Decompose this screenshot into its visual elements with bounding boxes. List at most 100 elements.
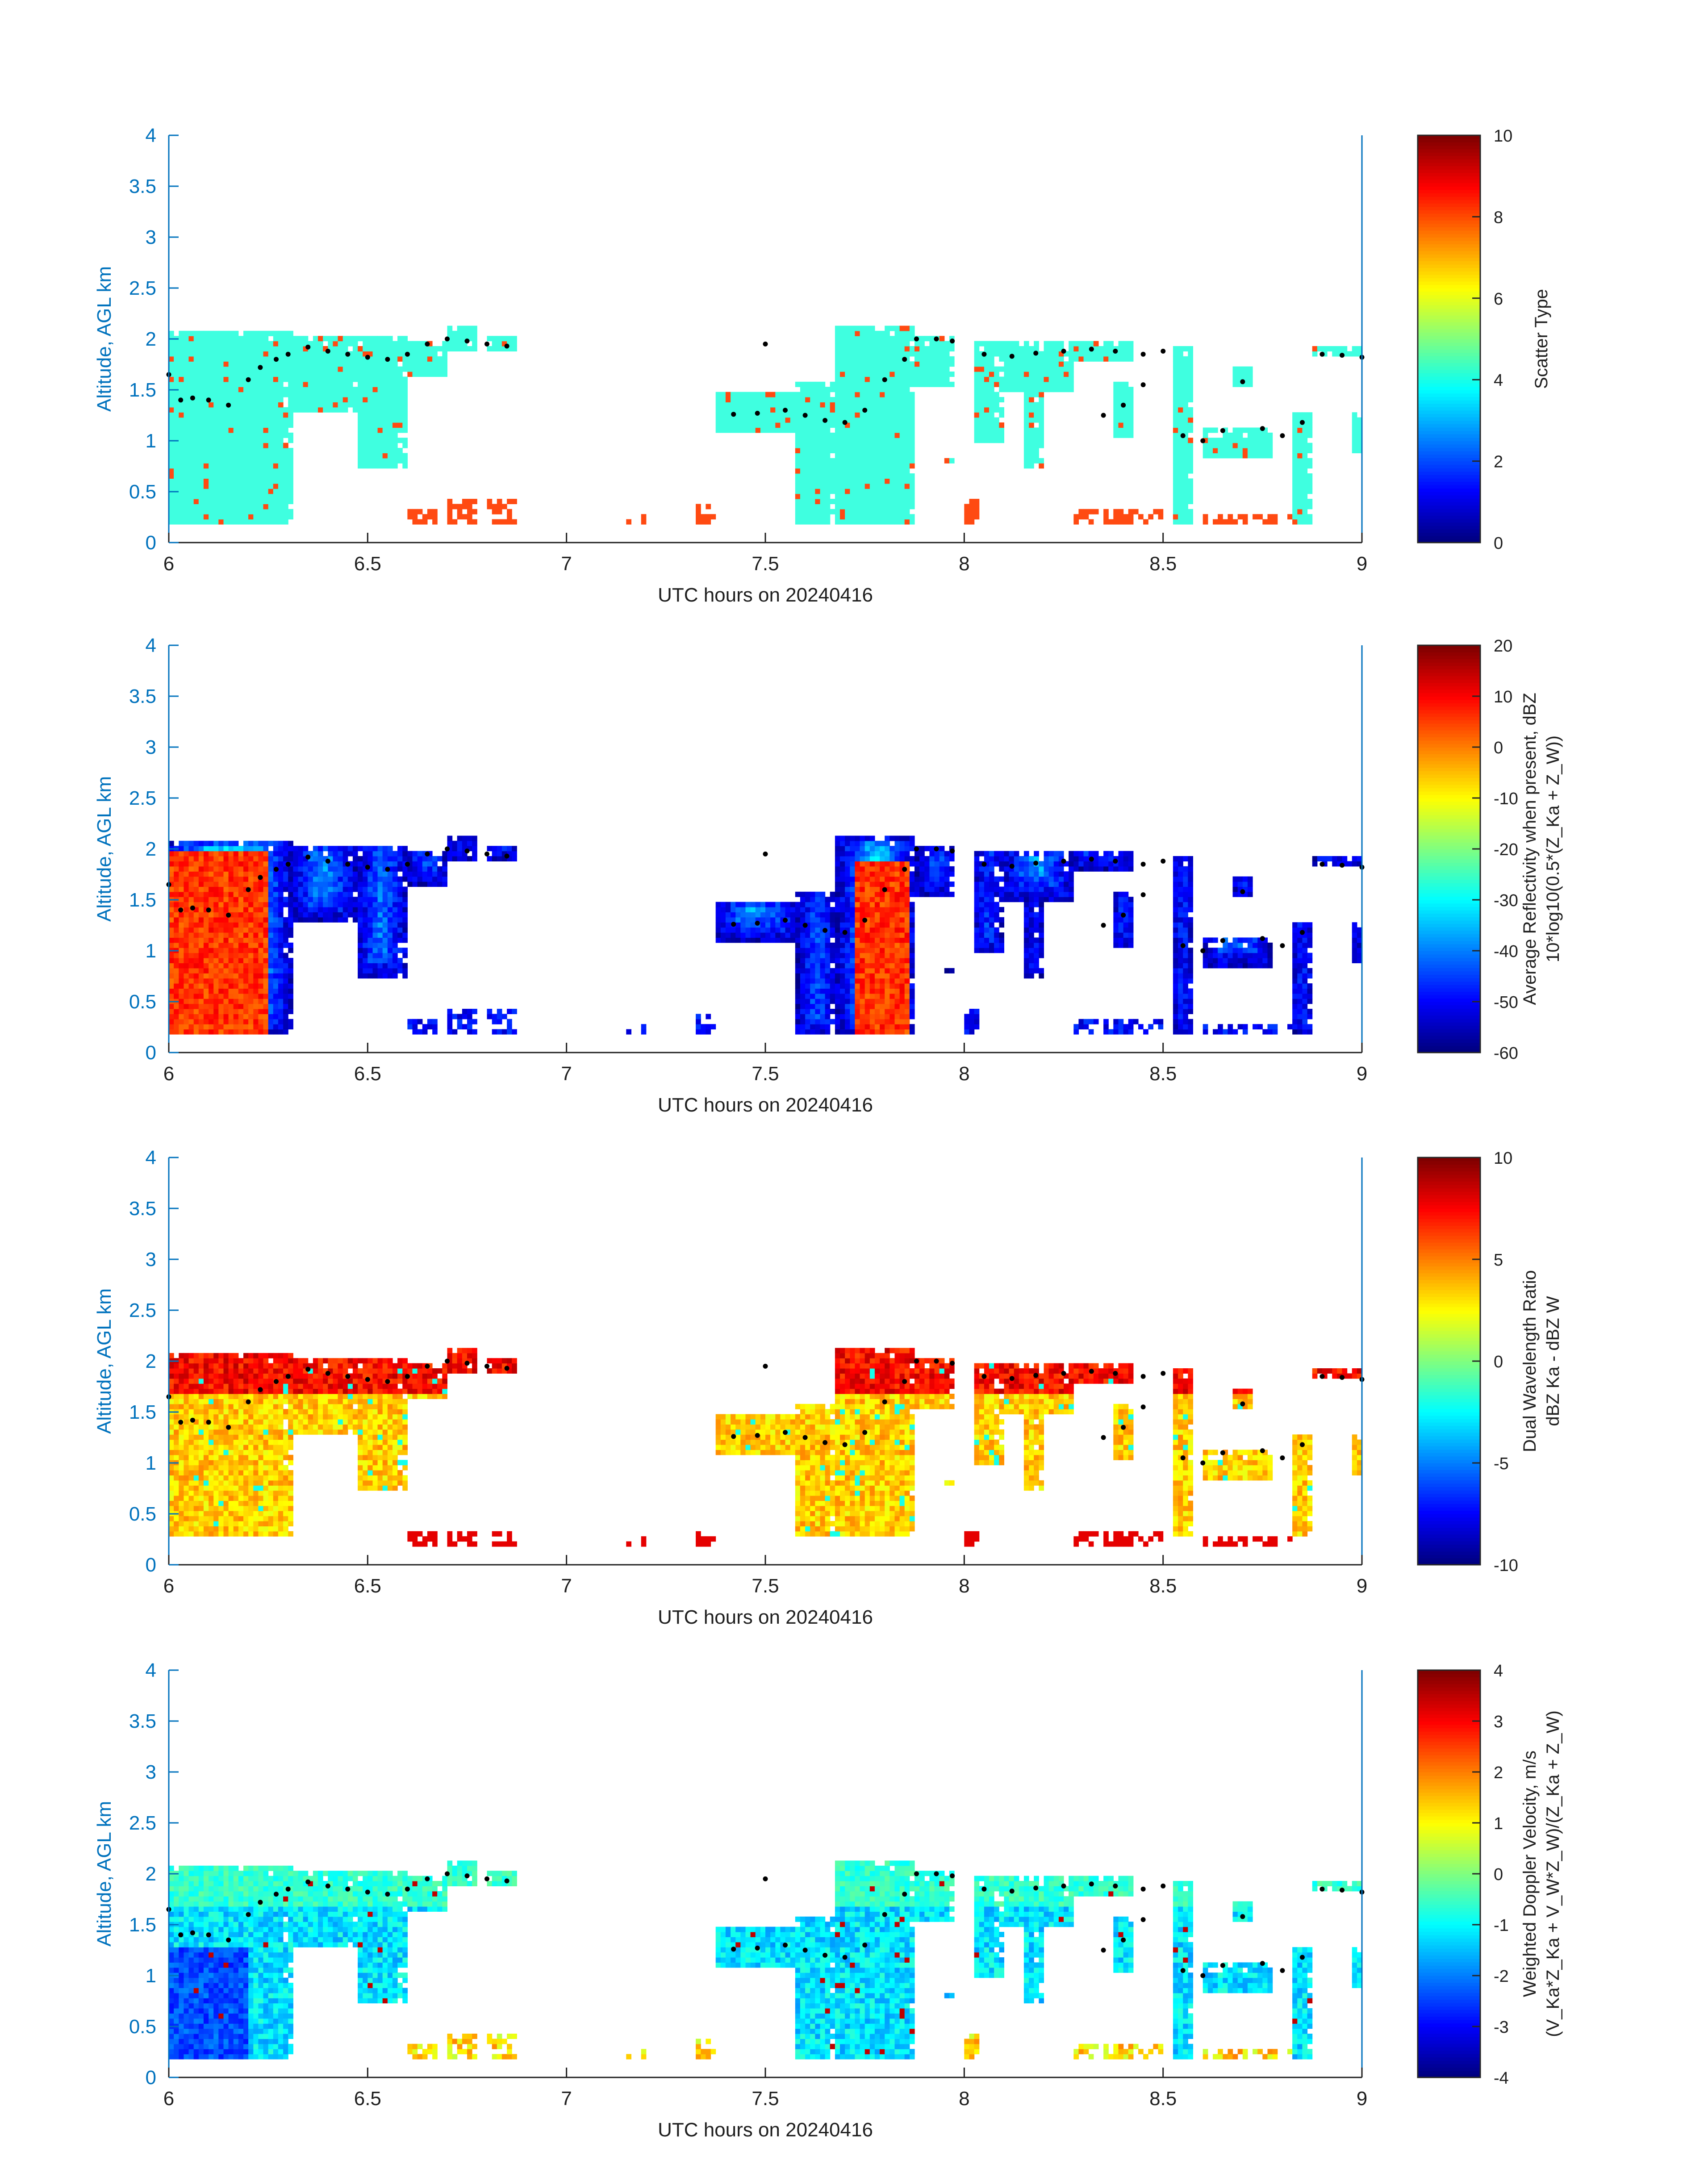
heatmap-cell bbox=[169, 519, 174, 525]
heatmap-cell bbox=[193, 509, 199, 514]
cloud-top-marker bbox=[882, 377, 887, 382]
heatmap-cell bbox=[397, 963, 403, 969]
heatmap-cell bbox=[342, 376, 348, 382]
heatmap-cell bbox=[228, 504, 234, 510]
heatmap-cell bbox=[1188, 422, 1193, 428]
heatmap-cell bbox=[1173, 361, 1178, 367]
heatmap-cell bbox=[740, 397, 746, 402]
heatmap-cell bbox=[382, 402, 388, 408]
heatmap-cell bbox=[283, 1014, 288, 1020]
heatmap-cell bbox=[268, 1029, 274, 1035]
heatmap-cell bbox=[860, 346, 865, 351]
heatmap-cell bbox=[885, 453, 890, 459]
heatmap-cell bbox=[303, 376, 309, 382]
heatmap-cell bbox=[810, 509, 815, 514]
heatmap-cell bbox=[795, 438, 801, 443]
heatmap-cell bbox=[313, 897, 318, 903]
heatmap-cell bbox=[915, 346, 920, 351]
heatmap-cell bbox=[203, 509, 209, 514]
heatmap-cell bbox=[213, 422, 219, 428]
colorbar-tick-label: 2 bbox=[1494, 453, 1503, 472]
heatmap-cell bbox=[904, 341, 910, 347]
heatmap-cell bbox=[223, 422, 229, 428]
heatmap-cell bbox=[278, 330, 284, 336]
heatmap-cell bbox=[745, 397, 751, 402]
heatmap-cell bbox=[393, 856, 398, 861]
heatmap-cell bbox=[387, 372, 393, 377]
heatmap-cell bbox=[850, 351, 855, 357]
heatmap-cell bbox=[323, 346, 328, 351]
heatmap-cell bbox=[452, 519, 458, 525]
heatmap-cell bbox=[169, 458, 174, 464]
heatmap-cell bbox=[169, 463, 174, 469]
heatmap-cell bbox=[755, 407, 761, 413]
heatmap-cell bbox=[885, 336, 890, 342]
heatmap-cell bbox=[1073, 341, 1079, 347]
heatmap-cell bbox=[830, 448, 835, 453]
heatmap-cell bbox=[328, 861, 333, 867]
heatmap-cell bbox=[864, 336, 870, 342]
heatmap-cell bbox=[1034, 458, 1039, 464]
heatmap-cell bbox=[909, 351, 915, 357]
heatmap-cell bbox=[1103, 514, 1109, 520]
cloud-top-marker bbox=[842, 420, 848, 425]
heatmap-cell bbox=[904, 346, 910, 351]
heatmap-cell bbox=[825, 448, 831, 453]
heatmap-cell bbox=[169, 504, 174, 510]
colorbar-segment bbox=[1418, 526, 1480, 530]
heatmap-cell bbox=[944, 341, 950, 347]
heatmap-cell bbox=[367, 397, 373, 402]
heatmap-cell bbox=[835, 351, 840, 357]
heatmap-cell bbox=[188, 876, 194, 882]
heatmap-cell bbox=[243, 392, 249, 397]
heatmap-cell bbox=[318, 851, 323, 857]
heatmap-cell bbox=[243, 402, 249, 408]
heatmap-cell bbox=[203, 917, 209, 923]
heatmap-cell bbox=[198, 504, 204, 510]
heatmap-cell bbox=[288, 1003, 293, 1009]
heatmap-cell bbox=[218, 504, 224, 510]
colorbar-segment bbox=[1418, 264, 1480, 268]
heatmap-cell bbox=[223, 907, 229, 912]
heatmap-cell bbox=[184, 932, 189, 938]
heatmap-cell bbox=[342, 866, 348, 872]
heatmap-cell bbox=[283, 432, 288, 438]
heatmap-cell bbox=[268, 366, 274, 372]
heatmap-cell bbox=[358, 846, 363, 852]
heatmap-cell bbox=[755, 397, 761, 402]
heatmap-cell bbox=[203, 856, 209, 861]
heatmap-cell bbox=[198, 361, 204, 367]
heatmap-cell bbox=[909, 499, 915, 504]
colorbar-segment bbox=[1418, 424, 1480, 428]
heatmap-cell bbox=[278, 438, 284, 443]
heatmap-cell bbox=[352, 336, 358, 342]
heatmap-cell bbox=[377, 346, 383, 351]
heatmap-cell bbox=[1048, 381, 1054, 387]
heatmap-cell bbox=[397, 927, 403, 933]
heatmap-cell bbox=[397, 886, 403, 892]
heatmap-cell bbox=[850, 519, 855, 525]
heatmap-cell bbox=[830, 478, 835, 484]
heatmap-cell bbox=[889, 346, 895, 351]
heatmap-cell bbox=[347, 902, 353, 907]
heatmap-cell bbox=[840, 453, 845, 459]
heatmap-cell bbox=[393, 361, 398, 367]
heatmap-cell bbox=[243, 351, 249, 357]
heatmap-cell bbox=[342, 917, 348, 923]
heatmap-cell bbox=[1183, 463, 1188, 469]
heatmap-cell bbox=[308, 897, 313, 903]
heatmap-cell bbox=[278, 891, 284, 897]
heatmap-cell bbox=[939, 341, 945, 347]
heatmap-cell bbox=[825, 468, 831, 474]
heatmap-cell bbox=[407, 882, 413, 887]
heatmap-cell bbox=[238, 937, 244, 943]
heatmap-cell bbox=[845, 438, 850, 443]
heatmap-cell bbox=[188, 499, 194, 504]
heatmap-cell bbox=[1223, 453, 1228, 459]
heatmap-cell bbox=[193, 499, 199, 504]
heatmap-cell bbox=[352, 346, 358, 351]
heatmap-cell bbox=[845, 489, 850, 494]
heatmap-cell bbox=[850, 422, 855, 428]
heatmap-cell bbox=[318, 902, 323, 907]
heatmap-cell bbox=[1188, 468, 1193, 474]
